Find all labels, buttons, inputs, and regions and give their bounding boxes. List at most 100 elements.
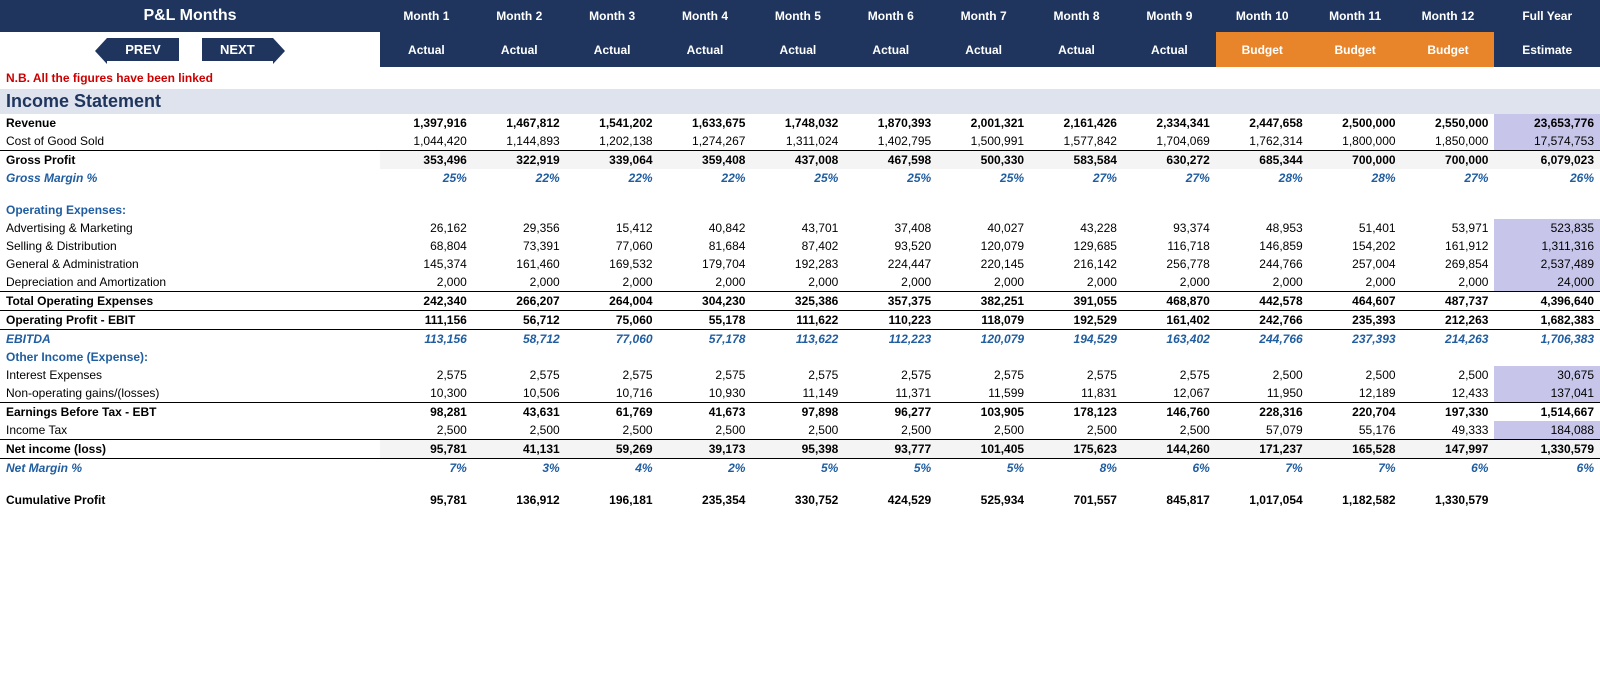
cell-ebitda-fy: 1,706,383	[1494, 330, 1600, 349]
cell-ni-m1: 95,781	[380, 440, 473, 459]
cell-cogs-m11: 1,800,000	[1309, 132, 1402, 151]
cell-adv-m12: 53,971	[1402, 219, 1495, 237]
cell-int-m9: 2,575	[1123, 366, 1216, 384]
cell-ebt-m2: 43,631	[473, 403, 566, 422]
cell-cum-m11: 1,182,582	[1309, 491, 1402, 509]
cell-sell-m6: 93,520	[844, 237, 937, 255]
cell-adv-m2: 29,356	[473, 219, 566, 237]
row-opex_h: Operating Expenses:	[0, 201, 1600, 219]
cell-gm-m6: 25%	[844, 169, 937, 187]
cell-nm-m4: 2%	[659, 459, 752, 478]
cell-tax-m1: 2,500	[380, 421, 473, 440]
cell-ni-m2: 41,131	[473, 440, 566, 459]
cell-ni-m5: 95,398	[751, 440, 844, 459]
type-5: Actual	[751, 32, 844, 67]
label-revenue: Revenue	[0, 114, 380, 132]
cell-cum-m8: 701,557	[1030, 491, 1123, 509]
row-tox: Total Operating Expenses242,340266,20726…	[0, 292, 1600, 311]
cell-nop-m2: 10,506	[473, 384, 566, 403]
cell-int-m7: 2,575	[937, 366, 1030, 384]
col-month-7: Month 7	[937, 0, 1030, 32]
cell-gp-m4: 359,408	[659, 151, 752, 170]
cell-ebitda-m1: 113,156	[380, 330, 473, 349]
cell-tox-m9: 468,870	[1123, 292, 1216, 311]
col-month-1: Month 1	[380, 0, 473, 32]
cell-int-m8: 2,575	[1030, 366, 1123, 384]
cell-gp-fy: 6,079,023	[1494, 151, 1600, 170]
table-body: N.B. All the figures have been linked In…	[0, 67, 1600, 509]
cell-ga-m3: 169,532	[566, 255, 659, 273]
label-ni: Net income (loss)	[0, 440, 380, 459]
cell-da-m2: 2,000	[473, 273, 566, 292]
cell-revenue-m5: 1,748,032	[751, 114, 844, 132]
cell-cogs-m10: 1,762,314	[1216, 132, 1309, 151]
cell-ebitda-m8: 194,529	[1030, 330, 1123, 349]
cell-ni-fy: 1,330,579	[1494, 440, 1600, 459]
cell-nm-m2: 3%	[473, 459, 566, 478]
type-10: Budget	[1216, 32, 1309, 67]
row-ebt: Earnings Before Tax - EBT98,28143,63161,…	[0, 403, 1600, 422]
cell-ebit-m9: 161,402	[1123, 311, 1216, 330]
cell-nm-m8: 8%	[1030, 459, 1123, 478]
cell-cogs-fy: 17,574,753	[1494, 132, 1600, 151]
cell-tox-m10: 442,578	[1216, 292, 1309, 311]
cell-nm-m7: 5%	[937, 459, 1030, 478]
cell-ebitda-m3: 77,060	[566, 330, 659, 349]
cell-sell-m10: 146,859	[1216, 237, 1309, 255]
cell-ga-m4: 179,704	[659, 255, 752, 273]
col-month-10: Month 10	[1216, 0, 1309, 32]
cell-cogs-m12: 1,850,000	[1402, 132, 1495, 151]
row-da: Depreciation and Amortization2,0002,0002…	[0, 273, 1600, 292]
label-tax: Income Tax	[0, 421, 380, 440]
label-tox: Total Operating Expenses	[0, 292, 380, 311]
cell-adv-m7: 40,027	[937, 219, 1030, 237]
cell-cum-m7: 525,934	[937, 491, 1030, 509]
cell-nop-m4: 10,930	[659, 384, 752, 403]
cell-tox-m2: 266,207	[473, 292, 566, 311]
cell-da-m4: 2,000	[659, 273, 752, 292]
cell-sell-m1: 68,804	[380, 237, 473, 255]
cell-cogs-m9: 1,704,069	[1123, 132, 1216, 151]
cell-tax-m8: 2,500	[1030, 421, 1123, 440]
cell-cum-fy	[1494, 491, 1600, 509]
cell-ga-m11: 257,004	[1309, 255, 1402, 273]
cell-da-m12: 2,000	[1402, 273, 1495, 292]
cell-tox-m3: 264,004	[566, 292, 659, 311]
col-full-year: Full Year	[1494, 0, 1600, 32]
prev-button[interactable]: PREV	[107, 38, 178, 61]
row-revenue: Revenue1,397,9161,467,8121,541,2021,633,…	[0, 114, 1600, 132]
pl-table: P&L Months Month 1 Month 2 Month 3 Month…	[0, 0, 1600, 509]
cell-tax-fy: 184,088	[1494, 421, 1600, 440]
cell-ga-m8: 216,142	[1030, 255, 1123, 273]
cell-int-m3: 2,575	[566, 366, 659, 384]
cell-cum-m9: 845,817	[1123, 491, 1216, 509]
cell-ebt-m8: 178,123	[1030, 403, 1123, 422]
type-1: Actual	[380, 32, 473, 67]
cell-adv-m4: 40,842	[659, 219, 752, 237]
cell-da-m11: 2,000	[1309, 273, 1402, 292]
row-oth_h: Other Income (Expense):	[0, 348, 1600, 366]
cell-revenue-m9: 2,334,341	[1123, 114, 1216, 132]
cell-gp-m9: 630,272	[1123, 151, 1216, 170]
cell-nm-fy: 6%	[1494, 459, 1600, 478]
cell-gm-m2: 22%	[473, 169, 566, 187]
cell-da-m6: 2,000	[844, 273, 937, 292]
cell-adv-m9: 93,374	[1123, 219, 1216, 237]
cell-cogs-m3: 1,202,138	[566, 132, 659, 151]
cell-adv-m5: 43,701	[751, 219, 844, 237]
type-6: Actual	[844, 32, 937, 67]
cell-revenue-m4: 1,633,675	[659, 114, 752, 132]
cell-tox-m1: 242,340	[380, 292, 473, 311]
next-button[interactable]: NEXT	[202, 38, 273, 61]
cell-sell-m2: 73,391	[473, 237, 566, 255]
cell-sell-m7: 120,079	[937, 237, 1030, 255]
cell-ebt-fy: 1,514,667	[1494, 403, 1600, 422]
cell-gp-m8: 583,584	[1030, 151, 1123, 170]
cell-tox-m11: 464,607	[1309, 292, 1402, 311]
col-month-6: Month 6	[844, 0, 937, 32]
row-ebit: Operating Profit - EBIT111,15656,71275,0…	[0, 311, 1600, 330]
cell-tox-m12: 487,737	[1402, 292, 1495, 311]
cell-sell-m11: 154,202	[1309, 237, 1402, 255]
label-cum: Cumulative Profit	[0, 491, 380, 509]
cell-gp-m1: 353,496	[380, 151, 473, 170]
